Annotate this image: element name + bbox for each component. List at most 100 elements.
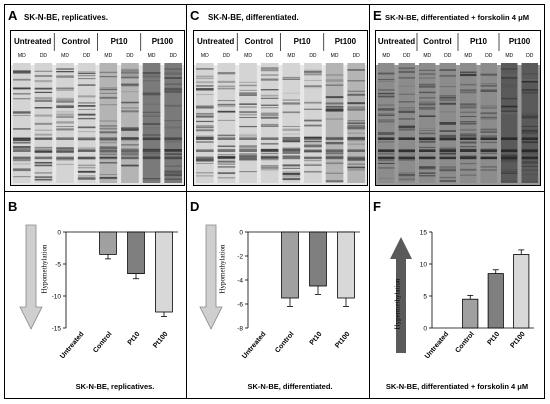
gel-band — [439, 121, 456, 125]
gel-band — [196, 112, 214, 114]
gel-band — [304, 69, 322, 71]
gel-band — [13, 146, 31, 149]
gel-band — [521, 166, 538, 167]
gel-band — [347, 120, 365, 122]
gel-band — [325, 118, 344, 120]
gel-band — [121, 101, 139, 104]
gel-band — [239, 103, 257, 105]
gel-band — [460, 134, 477, 136]
gel-band — [217, 119, 236, 121]
gel-band — [56, 100, 74, 103]
gel-lane-label: MD — [244, 53, 252, 59]
gel-band — [77, 178, 96, 180]
gel-band — [521, 104, 538, 105]
gel-band — [378, 113, 395, 116]
gel-band — [196, 85, 214, 87]
gel-band — [398, 127, 415, 129]
gel-band — [398, 124, 415, 126]
bar — [462, 298, 479, 329]
gel-band — [13, 159, 31, 162]
gel-band — [260, 104, 279, 106]
gel-band — [99, 139, 118, 142]
gel-band — [398, 109, 415, 111]
gel-band — [34, 161, 53, 164]
gel-band — [99, 137, 118, 140]
gel-band — [398, 152, 415, 154]
gel-band — [501, 79, 518, 82]
gel-band — [439, 180, 456, 182]
y-tick-label: 5 — [423, 294, 427, 301]
gel-band — [239, 135, 257, 137]
down-arrow-icon-d — [199, 224, 223, 330]
gel-band — [260, 94, 279, 97]
gel-band — [121, 155, 139, 157]
gel-band — [325, 108, 344, 111]
gel-band — [378, 78, 395, 81]
panel-title-e: SK-N-BE, differentiated + forskolin 4 μM — [385, 13, 530, 22]
gel-band — [398, 154, 415, 156]
gel-lane — [419, 63, 436, 183]
gel-band — [34, 129, 53, 131]
x-tick-label: Pt100 — [152, 331, 169, 350]
gel-band — [439, 130, 456, 132]
gel-band — [196, 172, 214, 174]
gel-band — [34, 80, 53, 83]
y-tick-label: 10 — [420, 262, 428, 269]
gel-band — [460, 73, 477, 77]
gel-band — [398, 67, 415, 70]
gel-band — [398, 149, 415, 152]
gel-band — [34, 114, 53, 117]
gel-band — [99, 147, 118, 149]
gel-band — [521, 174, 538, 175]
gel-band — [460, 111, 477, 113]
gel-band — [217, 161, 236, 163]
gel-band — [501, 110, 518, 113]
gel-band — [347, 108, 365, 111]
gel-band — [260, 67, 279, 70]
gel-band — [142, 149, 161, 152]
gel-band — [480, 169, 497, 172]
gel-band — [347, 122, 365, 125]
gel-band — [460, 168, 477, 171]
gel-band — [239, 125, 257, 128]
gel-band — [521, 79, 538, 81]
gel-band — [325, 142, 344, 144]
x-tick-label: Pt100 — [334, 331, 351, 350]
gel-band — [439, 123, 456, 125]
gel-band — [378, 149, 395, 152]
gel-band — [282, 175, 301, 177]
gel-band — [239, 155, 257, 158]
gel-band — [239, 81, 257, 84]
gel-band — [398, 178, 415, 181]
gel-band — [480, 148, 497, 150]
gel-band — [260, 116, 279, 119]
gel-lane-label: DD — [309, 53, 317, 59]
gel-band — [196, 156, 214, 160]
gel-group-label: Pt10 — [111, 37, 128, 46]
gel-band — [501, 105, 518, 108]
gel-band — [347, 163, 365, 166]
gel-band — [121, 84, 139, 87]
gel-band — [501, 159, 518, 161]
gel-lane-label: DD — [266, 53, 274, 59]
gel-band — [142, 80, 161, 82]
gel-band — [34, 151, 53, 154]
gel-band — [239, 89, 257, 91]
gel-band — [282, 133, 301, 135]
gel-band — [56, 121, 74, 123]
gel-band — [480, 88, 497, 91]
gel-band — [521, 149, 538, 152]
gel-band — [196, 107, 214, 109]
gel-band — [56, 104, 74, 107]
x-tick-label: Pt10 — [486, 331, 501, 347]
panel-label-e: E — [373, 8, 382, 23]
gel-band — [34, 122, 53, 125]
gel-band — [439, 176, 456, 179]
gel-band — [398, 118, 415, 120]
gel-band — [142, 152, 161, 155]
y-tick-label: 0 — [57, 230, 61, 237]
gel-band — [347, 108, 365, 111]
gel-band — [77, 156, 96, 160]
gel-band — [217, 172, 236, 175]
